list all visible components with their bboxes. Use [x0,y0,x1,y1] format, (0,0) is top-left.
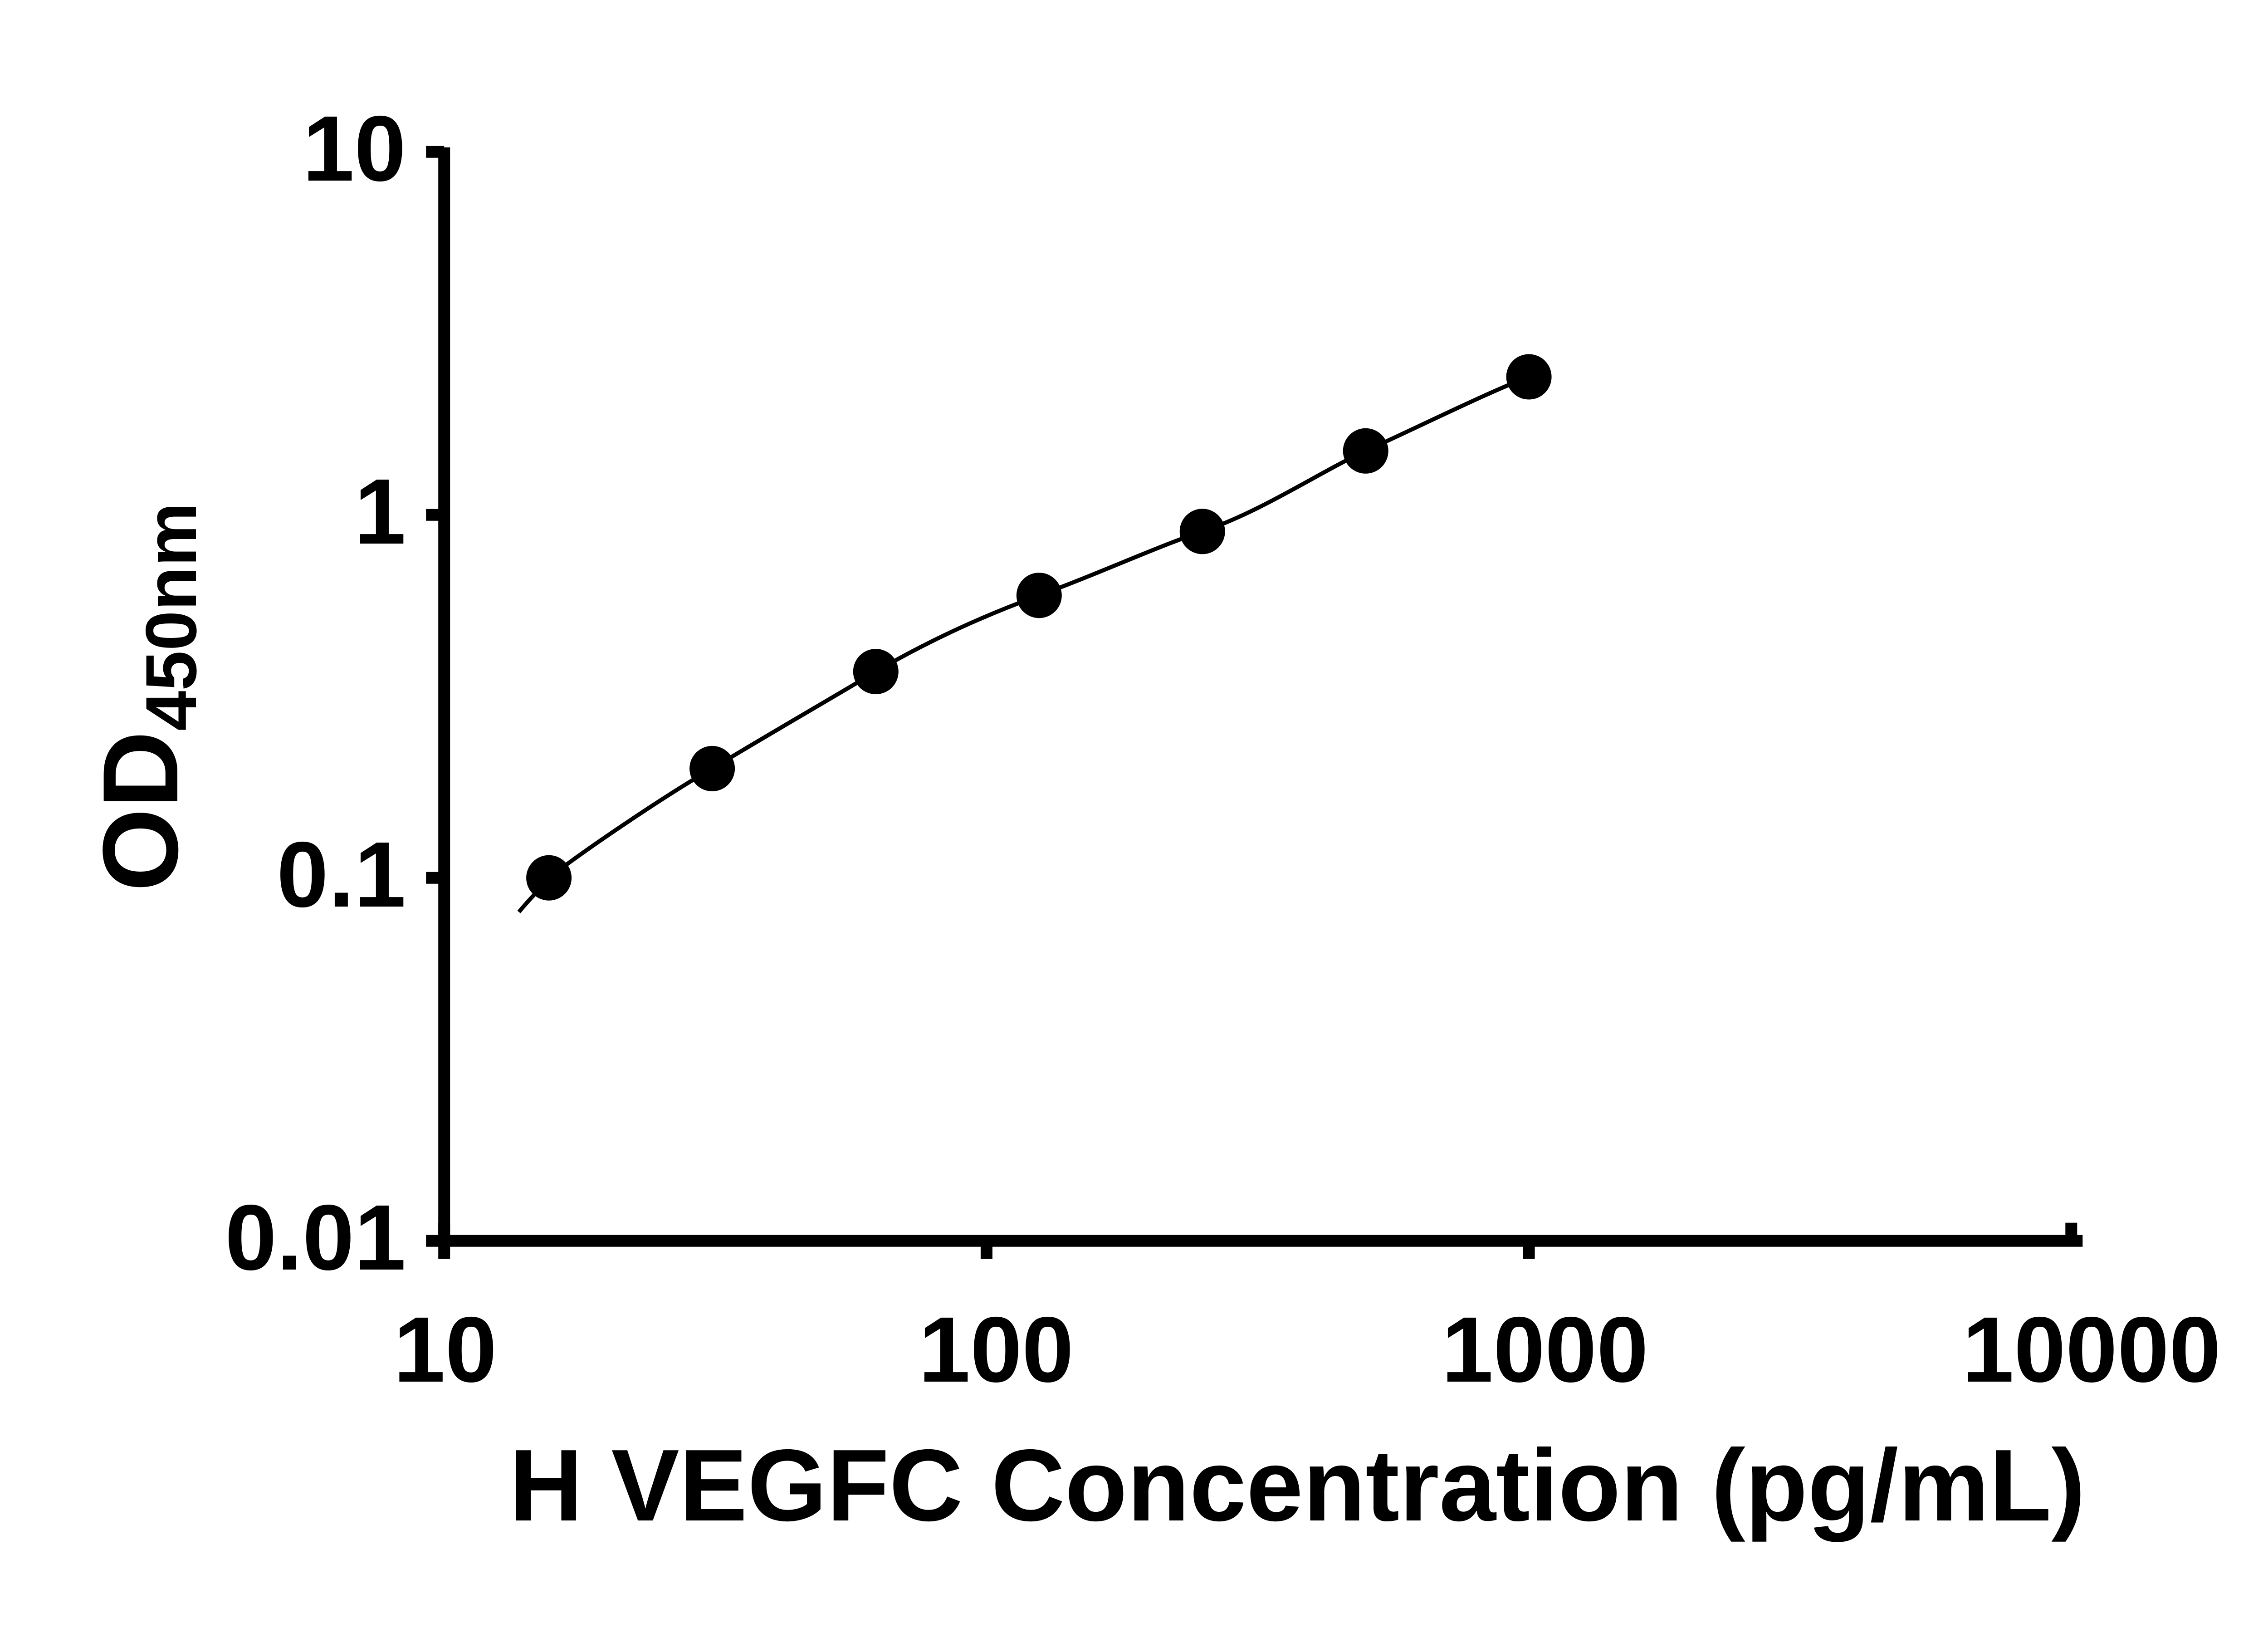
svg-text:100: 100 [919,1298,1074,1402]
svg-text:H VEGFC Concentration (pg/mL): H VEGFC Concentration (pg/mL) [509,1428,2086,1542]
svg-text:10: 10 [303,97,406,201]
svg-text:0.1: 0.1 [277,823,406,927]
svg-text:1000: 1000 [1442,1298,1648,1402]
svg-text:0.01: 0.01 [225,1186,406,1290]
svg-text:1: 1 [354,460,406,564]
svg-text:OD450nm: OD450nm [81,502,211,892]
svg-text:10: 10 [393,1298,497,1402]
svg-text:10000: 10000 [1962,1298,2221,1402]
